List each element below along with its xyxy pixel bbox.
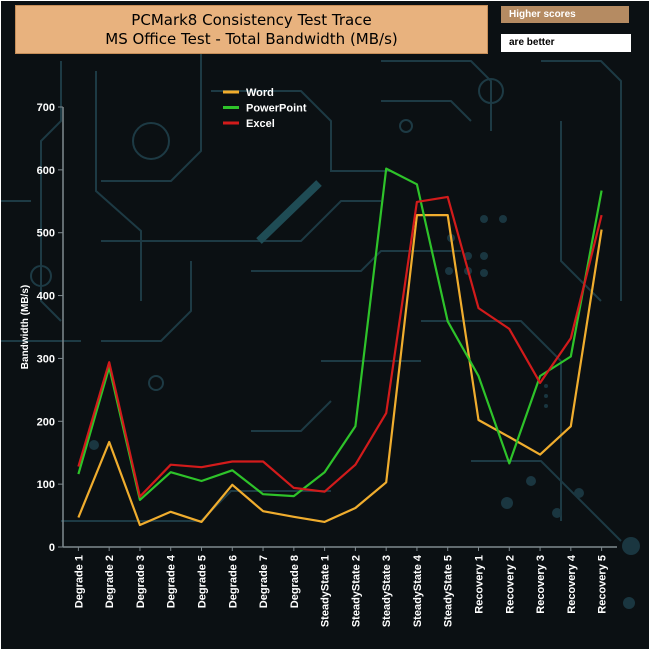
y-tick-label: 600 [37, 165, 55, 177]
y-tick-label: 300 [37, 353, 55, 365]
series-line-excel [77, 195, 603, 498]
x-tick-label: Recovery 2 [504, 555, 516, 614]
are-better-badge: are better [501, 34, 631, 52]
x-tick-label: Degrade 7 [258, 555, 270, 608]
x-tick-label: Degrade 6 [227, 555, 239, 608]
legend-label-word: Word [246, 87, 274, 99]
y-tick-label: 0 [49, 542, 55, 554]
x-tick-label: Degrade 2 [104, 555, 116, 608]
y-tick-label: 400 [37, 291, 55, 303]
chart-title: PCMark8 Consistency Test Trace [131, 10, 372, 29]
y-tick-label: 700 [37, 102, 55, 114]
x-tick-label: Degrade 1 [73, 555, 85, 608]
y-axis-title: Bandwidth (MB/s) [20, 285, 31, 369]
series-line-word [77, 214, 603, 527]
chart-axes [62, 107, 617, 548]
x-tick-label: Degrade 5 [197, 555, 209, 608]
y-tick-label: 100 [37, 479, 55, 491]
x-tick-label: Recovery 3 [535, 555, 547, 614]
chart-subtitle: MS Office Test - Total Bandwidth (MB/s) [105, 29, 398, 48]
x-tick-label: SteadyState 3 [381, 555, 393, 627]
series-lines [77, 167, 603, 527]
x-tick-label: SteadyState 2 [350, 555, 362, 627]
x-tick-label: Degrade 3 [135, 555, 147, 608]
x-tick-label: Recovery 4 [566, 554, 578, 614]
series-line-powerpoint [77, 167, 603, 501]
legend-label-excel: Excel [246, 118, 275, 130]
x-tick-label: Recovery 1 [474, 555, 486, 614]
higher-scores-badge: Higher scores [501, 6, 629, 23]
x-axis-labels: Degrade 1 Degrade 2 Degrade 3 Degrade 4 Degr… [73, 547, 609, 627]
x-tick-label: SteadyState 5 [443, 555, 455, 627]
chart-legend: Word PowerPoint Excel [223, 87, 307, 130]
y-tick-label: 500 [37, 228, 55, 240]
legend-label-powerpoint: PowerPoint [246, 103, 307, 115]
chart-title-box: PCMark8 Consistency Test Trace MS Office… [15, 5, 488, 54]
x-tick-label: Degrade 4 [166, 554, 178, 608]
x-tick-label: SteadyState 1 [320, 555, 332, 627]
y-axis-ticks: 0 100 200 300 400 500 600 700 [37, 102, 63, 554]
y-tick-label: 200 [37, 416, 55, 428]
x-tick-label: Recovery 5 [597, 555, 609, 614]
x-tick-label: SteadyState 4 [412, 554, 424, 627]
x-tick-label: Degrade 8 [289, 555, 301, 608]
